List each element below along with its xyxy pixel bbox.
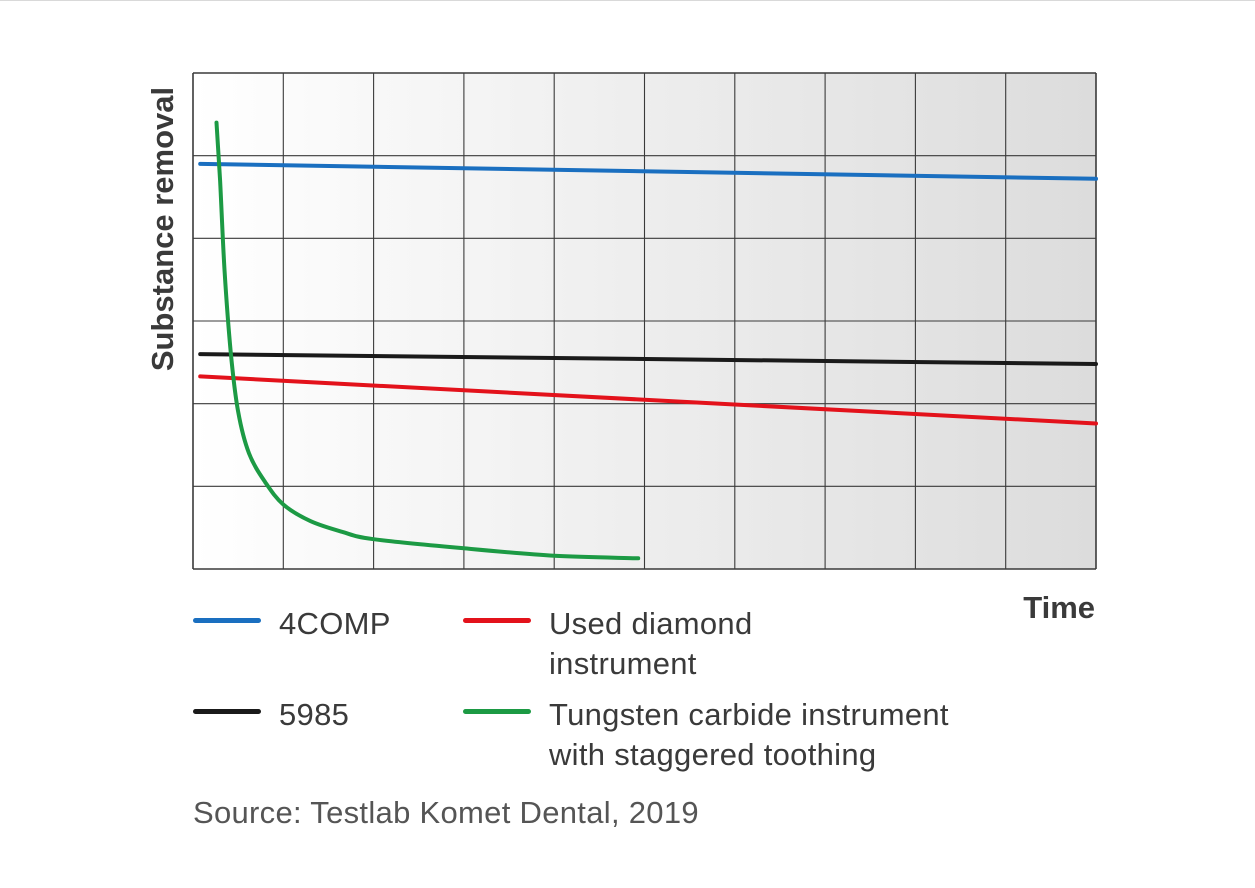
- source-note: Source: Testlab Komet Dental, 2019: [193, 795, 699, 830]
- legend-swatch-used-diamond: [463, 618, 531, 623]
- legend-swatch-tungsten-carbide: [463, 709, 531, 714]
- legend-item-4comp: 4COMP: [193, 604, 391, 644]
- legend-item-used-diamond: Used diamond instrument: [463, 604, 753, 684]
- legend-swatch-4comp: [193, 618, 261, 623]
- legend-label-5985: 5985: [279, 697, 350, 732]
- legend-label-tungsten-carbide: Tungsten carbide instrument with stagger…: [549, 697, 949, 772]
- series-line-1: [198, 352, 1098, 366]
- y-axis-label: Substance removal: [145, 87, 180, 371]
- series-lines: [198, 120, 1098, 561]
- legend-label-used-diamond: Used diamond instrument: [549, 606, 753, 681]
- series-line-2: [198, 374, 1098, 426]
- legend-label-4comp: 4COMP: [279, 606, 391, 641]
- series-line-0: [198, 161, 1098, 181]
- legend-item-tungsten-carbide: Tungsten carbide instrument with stagger…: [463, 695, 949, 775]
- grid-lines: [192, 72, 1097, 570]
- legend-swatch-5985: [193, 709, 261, 714]
- series-line-3: [214, 120, 641, 561]
- x-axis-label: Time: [1023, 590, 1095, 625]
- legend-item-5985: 5985: [193, 695, 349, 735]
